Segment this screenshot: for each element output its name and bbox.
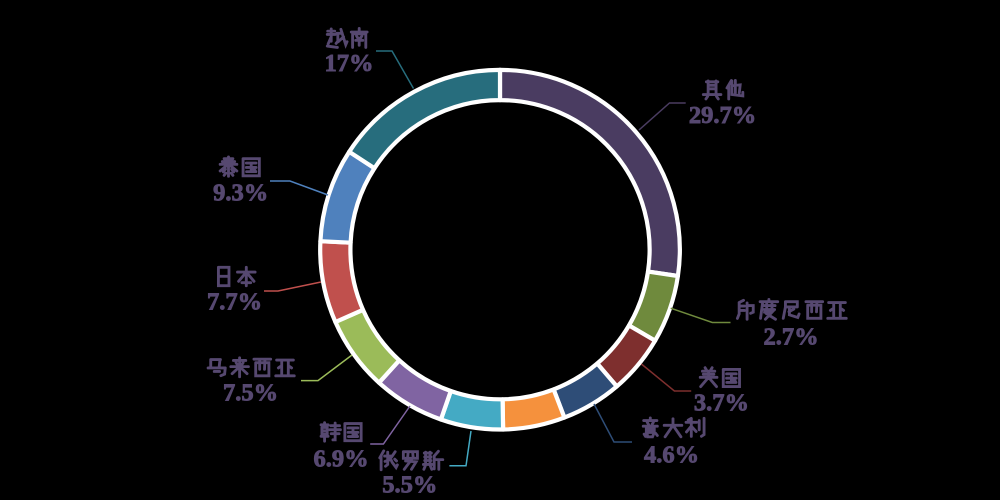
svg-text:3.7%: 3.7% [694, 390, 749, 417]
svg-text:4.6%: 4.6% [644, 442, 699, 469]
svg-text:29.7%: 29.7% [689, 102, 756, 129]
svg-text:7.5%: 7.5% [223, 380, 278, 407]
svg-text:2.7%: 2.7% [763, 324, 818, 351]
svg-text:17%: 17% [325, 50, 374, 77]
svg-text:7.7%: 7.7% [207, 289, 262, 316]
svg-text:9.3%: 9.3% [213, 180, 268, 207]
svg-text:5.5%: 5.5% [382, 472, 437, 499]
svg-text:6.9%: 6.9% [313, 446, 368, 473]
